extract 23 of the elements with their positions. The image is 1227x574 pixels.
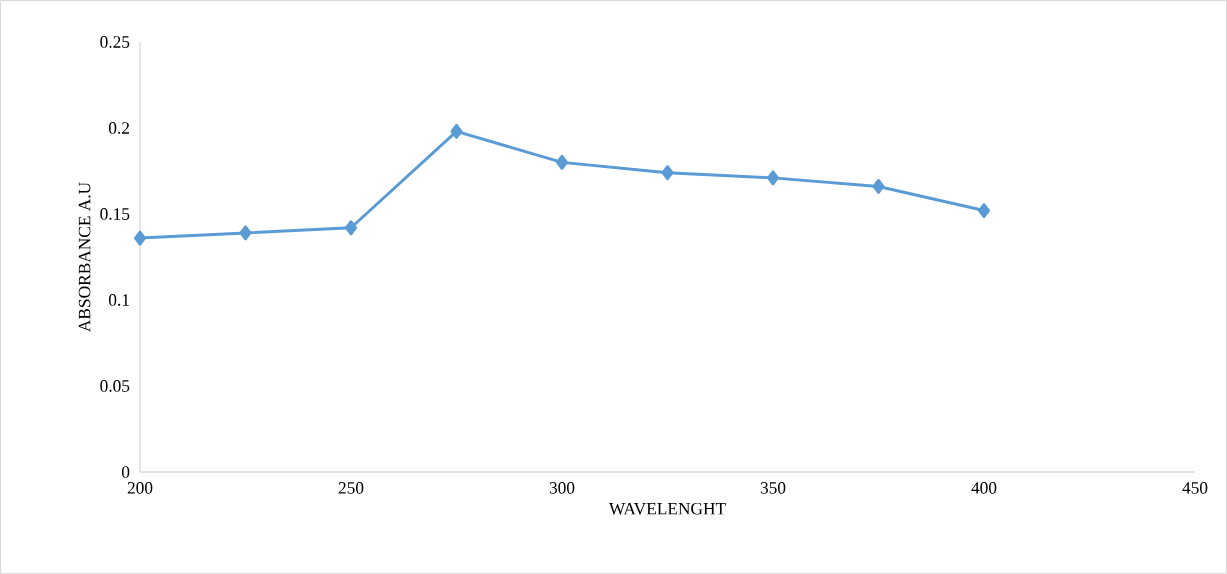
point xyxy=(872,179,885,194)
y-tick-label: 0.05 xyxy=(100,380,130,392)
point xyxy=(661,165,674,181)
x-tick-label: 350 xyxy=(760,482,786,494)
y-tick-label: 0.1 xyxy=(108,294,129,306)
y-tick-label: 0.25 xyxy=(100,36,130,48)
y-tick-label: 0.2 xyxy=(108,122,130,134)
x-tick-label: 400 xyxy=(971,482,997,494)
y-axis-title: ABSORBANCE A.U xyxy=(78,182,91,332)
y-tick-label: 0.15 xyxy=(100,208,130,220)
point xyxy=(767,170,779,186)
x-tick-label: 200 xyxy=(127,482,153,494)
point xyxy=(978,203,990,219)
point xyxy=(239,225,252,241)
point xyxy=(450,123,463,139)
point xyxy=(134,230,146,246)
x-tick-label: 450 xyxy=(1182,482,1208,494)
y-tick-label: 0 xyxy=(121,466,130,478)
point xyxy=(345,220,357,236)
x-axis-title: WAVELENGHT xyxy=(608,502,726,515)
x-tick-label: 300 xyxy=(549,482,575,494)
point xyxy=(556,154,568,170)
x-tick-label: 250 xyxy=(338,482,364,494)
